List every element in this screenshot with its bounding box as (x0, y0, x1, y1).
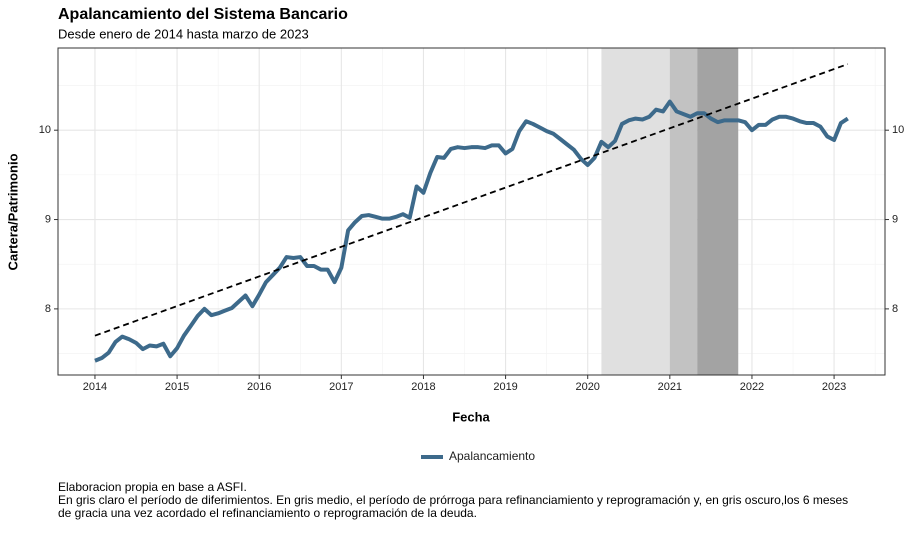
x-tick-label: 2023 (822, 381, 846, 393)
plot-border (57, 47, 886, 376)
shaded-region (697, 48, 739, 375)
caption: En gris claro el período de diferimiento… (58, 493, 848, 507)
y-tick-label: 8 (45, 303, 51, 315)
x-tick-label: 2014 (83, 381, 107, 393)
trend-line (94, 63, 849, 337)
y-tick-label: 9 (45, 213, 51, 225)
x-tick-label: 2020 (575, 381, 599, 393)
y2-tick-label: 8 (892, 303, 898, 315)
data-line (94, 99, 849, 363)
y2-tick-label: 9 (892, 213, 898, 225)
legend-label: Apalancamiento (449, 449, 535, 463)
x-tick-label: 2019 (493, 381, 517, 393)
x-tick-label: 2018 (411, 381, 435, 393)
x-axis-label: Fecha (452, 409, 490, 424)
y-tick-label: 10 (39, 124, 51, 136)
caption: Elaboracion propia en base a ASFI. (58, 480, 247, 494)
x-tick-label: 2022 (740, 381, 764, 393)
y-axis-label: Cartera/Patrimonio (5, 153, 20, 270)
chart-title: Apalancamiento del Sistema Bancario (58, 6, 348, 23)
x-tick-label: 2017 (329, 381, 353, 393)
shaded-region (669, 48, 698, 375)
x-tick-label: 2021 (658, 381, 682, 393)
caption: de gracia una vez acordado el refinancia… (58, 506, 477, 520)
y2-tick-label: 10 (892, 124, 904, 136)
chart-subtitle: Desde enero de 2014 hasta marzo de 2023 (58, 26, 309, 41)
x-tick-label: 2016 (247, 381, 271, 393)
shaded-region (601, 48, 670, 375)
x-tick-label: 2015 (165, 381, 189, 393)
